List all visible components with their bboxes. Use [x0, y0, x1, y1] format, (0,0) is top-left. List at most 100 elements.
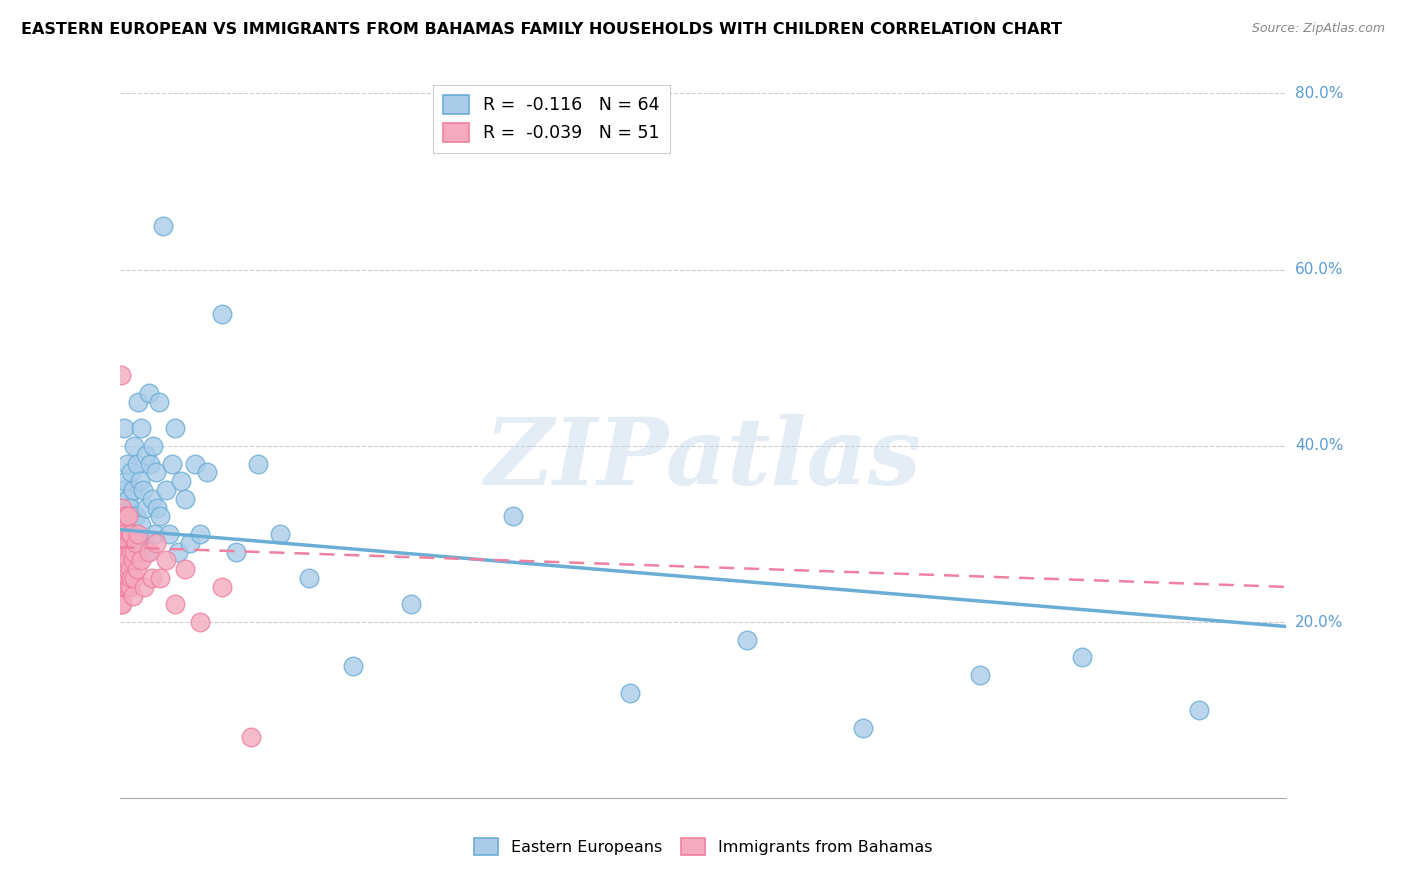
Point [155, 483, 177, 497]
Point [188, 615, 211, 629]
Point [298, 571, 321, 585]
Point [117, 553, 139, 567]
Point [122, 544, 145, 558]
Point [115, 457, 138, 471]
Point [120, 571, 142, 585]
Point [115, 509, 138, 524]
Point [112, 580, 135, 594]
Point [129, 474, 152, 488]
Point [122, 571, 145, 585]
Point [120, 544, 142, 558]
Point [111, 598, 134, 612]
Text: ZIPatlas: ZIPatlas [485, 414, 921, 504]
Point [184, 457, 207, 471]
Point [152, 219, 174, 233]
Point [247, 457, 270, 471]
Point [141, 491, 163, 506]
Point [239, 730, 262, 744]
Point [138, 386, 160, 401]
Point [188, 527, 211, 541]
Point [122, 544, 145, 558]
Point [174, 491, 197, 506]
Point [118, 553, 141, 567]
Point [163, 598, 186, 612]
Point [138, 544, 160, 558]
Point [211, 580, 233, 594]
Point [118, 580, 141, 594]
Point [121, 589, 143, 603]
Point [114, 527, 136, 541]
Point [211, 307, 233, 321]
Point [121, 509, 143, 524]
Point [143, 527, 166, 541]
Point [110, 598, 132, 612]
Point [120, 536, 142, 550]
Text: EASTERN EUROPEAN VS IMMIGRANTS FROM BAHAMAS FAMILY HOUSEHOLDS WITH CHILDREN CORR: EASTERN EUROPEAN VS IMMIGRANTS FROM BAHA… [21, 22, 1062, 37]
Point [117, 580, 139, 594]
Point [149, 571, 172, 585]
Point [969, 668, 991, 682]
Point [125, 457, 148, 471]
Point [112, 536, 135, 550]
Point [145, 466, 167, 480]
Legend: R =  -0.116   N = 64, R =  -0.039   N = 51: R = -0.116 N = 64, R = -0.039 N = 51 [433, 85, 669, 153]
Point [1071, 650, 1094, 665]
Point [125, 562, 148, 576]
Point [115, 544, 138, 558]
Point [112, 553, 135, 567]
Point [166, 544, 188, 558]
Point [141, 571, 163, 585]
Point [110, 368, 132, 383]
Point [124, 536, 146, 550]
Point [110, 527, 132, 541]
Point [134, 536, 156, 550]
Point [118, 500, 141, 515]
Point [136, 544, 159, 558]
Point [112, 421, 135, 435]
Point [114, 580, 136, 594]
Point [111, 483, 134, 497]
Point [115, 571, 138, 585]
Point [111, 500, 134, 515]
Text: 20.0%: 20.0% [1295, 615, 1343, 630]
Point [117, 509, 139, 524]
Point [131, 421, 153, 435]
Point [174, 562, 197, 576]
Point [124, 509, 146, 524]
Point [852, 721, 875, 735]
Point [115, 544, 138, 558]
Point [735, 632, 758, 647]
Point [132, 483, 155, 497]
Text: Source: ZipAtlas.com: Source: ZipAtlas.com [1251, 22, 1385, 36]
Point [179, 536, 201, 550]
Point [1188, 703, 1211, 717]
Point [115, 562, 138, 576]
Point [145, 536, 167, 550]
Point [111, 562, 134, 576]
Point [125, 527, 148, 541]
Point [111, 527, 134, 541]
Point [502, 509, 524, 524]
Text: 40.0%: 40.0% [1295, 438, 1343, 453]
Point [170, 474, 193, 488]
Point [146, 500, 169, 515]
Point [117, 536, 139, 550]
Point [163, 421, 186, 435]
Point [114, 518, 136, 533]
Point [112, 571, 135, 585]
Point [127, 394, 149, 409]
Point [155, 553, 177, 567]
Point [121, 483, 143, 497]
Point [110, 571, 132, 585]
Point [122, 439, 145, 453]
Point [342, 659, 364, 673]
Text: 80.0%: 80.0% [1295, 86, 1343, 101]
Point [117, 491, 139, 506]
Point [135, 500, 157, 515]
Point [195, 466, 218, 480]
Point [127, 527, 149, 541]
Point [117, 518, 139, 533]
Point [135, 448, 157, 462]
Point [120, 527, 142, 541]
Point [142, 439, 165, 453]
